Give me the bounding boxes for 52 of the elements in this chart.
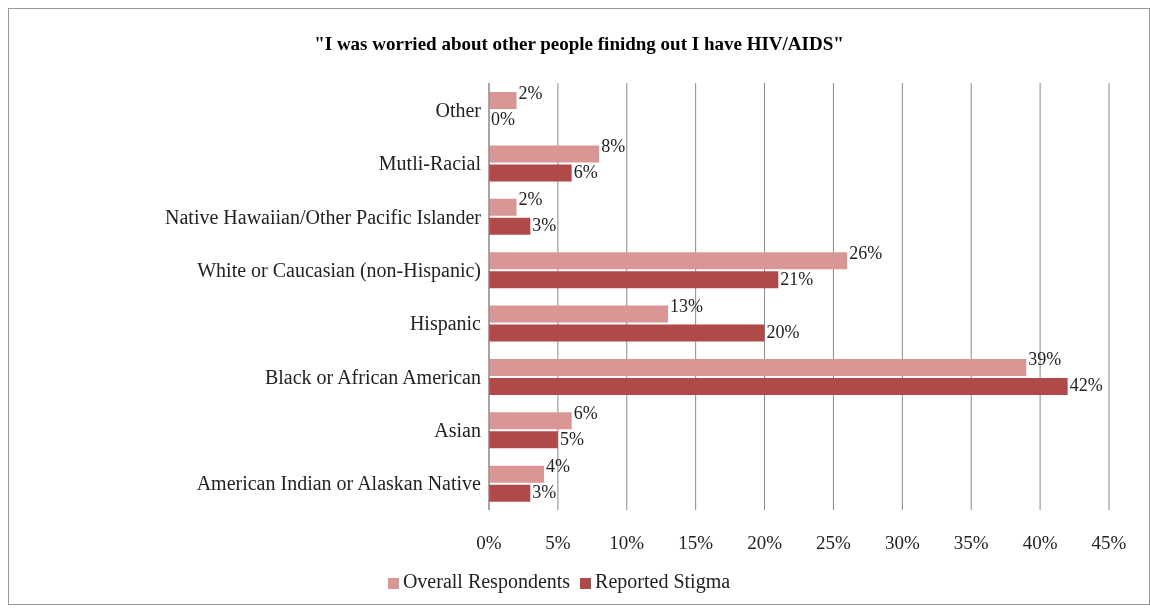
data-label: 8%: [601, 135, 626, 156]
y-tick-label: Hispanic: [409, 312, 482, 336]
y-tick-label: Black or African American: [264, 365, 481, 388]
bar: [489, 145, 600, 163]
data-label: 20%: [766, 322, 800, 342]
bar: [489, 92, 517, 109]
bar: [489, 305, 669, 323]
y-tick-label: Mutli-Racial: [378, 152, 482, 175]
data-label: 0%: [491, 108, 515, 129]
y-tick-label: Asian: [434, 419, 481, 442]
data-label: 42%: [1069, 375, 1103, 396]
data-label: 2%: [518, 189, 543, 210]
bar: [489, 198, 517, 216]
bar: [489, 358, 1027, 376]
bar: [489, 252, 848, 270]
y-tick-label: Other: [435, 98, 482, 121]
x-tick-label: 10%: [609, 532, 645, 554]
x-tick-label: 40%: [1022, 532, 1058, 554]
x-tick-label: 30%: [884, 532, 920, 554]
bar: [489, 271, 779, 289]
data-label: 21%: [780, 268, 814, 289]
bar: [489, 217, 531, 235]
bar: [489, 324, 765, 342]
data-label: 2%: [518, 82, 543, 103]
x-tick-label: 20%: [747, 532, 783, 554]
bar: [489, 465, 545, 483]
x-tick-label: 15%: [678, 532, 714, 554]
bar: [489, 377, 1068, 395]
data-label: 13%: [670, 296, 704, 316]
legend-label: Reported Stigma: [595, 570, 731, 592]
legend-label: Overall Respondents: [402, 570, 571, 592]
data-label: 6%: [573, 161, 598, 182]
bar: [489, 484, 531, 502]
data-label: 4%: [546, 456, 571, 477]
data-label: 39%: [1028, 349, 1062, 370]
x-tick-label: 25%: [816, 532, 852, 554]
chart-title: "I was worried about other people finidng out I have HIV/AIDS": [313, 32, 845, 56]
x-tick-label: 0%: [476, 532, 502, 554]
data-label: 26%: [849, 242, 883, 263]
data-label: 3%: [532, 482, 557, 503]
bar: [489, 164, 572, 182]
bar: [489, 412, 572, 430]
y-tick-label: Native Hawaiian/Other Pacific Islander: [165, 205, 482, 228]
data-label: 6%: [573, 402, 598, 423]
x-tick-label: 45%: [1091, 532, 1127, 554]
y-tick-label: White or Caucasian (non-Hispanic): [197, 258, 481, 282]
y-tick-label: American Indian or Alaskan Native: [196, 472, 482, 495]
x-tick-label: 35%: [953, 532, 989, 554]
data-label: 5%: [559, 428, 584, 449]
x-tick-label: 5%: [545, 532, 571, 554]
data-label: 3%: [532, 215, 557, 236]
bar: [489, 431, 558, 449]
